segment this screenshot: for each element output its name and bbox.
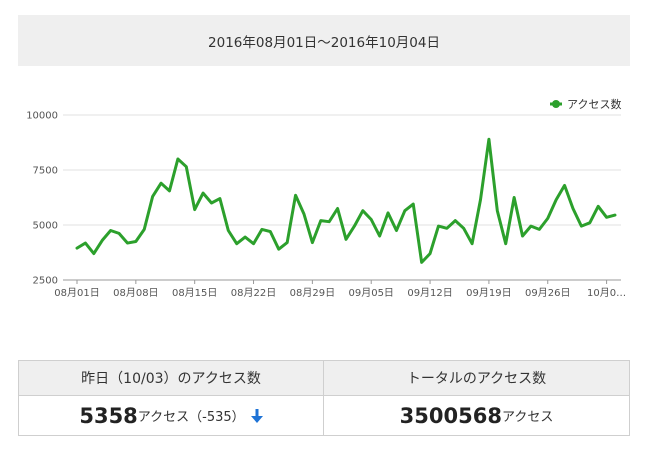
date-range-header: 2016年08月01日〜2016年10月04日: [18, 15, 630, 66]
y-tick-label: 7500: [33, 166, 58, 177]
access-line-chart: 2500 5000 7500 10000 08月01日 08月08日 08月15日 08月2…: [26, 98, 626, 299]
legend: アクセス数: [550, 98, 621, 111]
x-tick-label: 08月08日: [113, 287, 158, 299]
total-value-cell: 3500568 アクセス: [324, 396, 629, 435]
total-header: トータルのアクセス数: [324, 361, 629, 396]
yesterday-header-label: 昨日（10/03）のアクセス数: [81, 371, 261, 387]
y-tick-label: 2500: [33, 276, 58, 287]
y-tick-label: 10000: [26, 111, 58, 122]
yesterday-value-cell: 5358 アクセス（-535）: [19, 396, 324, 435]
y-axis-ticks: 2500 5000 7500 10000: [26, 111, 58, 287]
x-axis-ticks: 08月01日 08月08日 08月15日 08月22日 08月29日 09月05日 09月1…: [54, 280, 626, 299]
x-tick-label: 08月15日: [172, 287, 217, 299]
x-tick-label: 09月05日: [348, 287, 393, 299]
legend-marker: [552, 100, 560, 108]
y-tick-label: 5000: [33, 221, 58, 232]
total-unit: アクセス: [501, 410, 554, 425]
legend-label: アクセス数: [567, 98, 621, 111]
yesterday-count: 5358: [79, 403, 138, 428]
x-tick-label: 09月12日: [407, 287, 452, 299]
x-tick-label: 08月22日: [231, 287, 276, 299]
arrow-down-icon: [250, 408, 263, 423]
x-tick-label: 08月29日: [290, 287, 335, 299]
x-tick-label: 10月0…: [587, 287, 626, 299]
x-tick-label: 08月01日: [54, 287, 99, 299]
total-header-label: トータルのアクセス数: [406, 371, 547, 387]
yesterday-unit: アクセス（-535）: [137, 410, 245, 425]
grid-lines: [63, 114, 621, 226]
yesterday-header: 昨日（10/03）のアクセス数: [19, 361, 324, 396]
x-tick-label: 09月19日: [466, 287, 511, 299]
x-tick-label: 09月26日: [525, 287, 570, 299]
date-range-text: 2016年08月01日〜2016年10月04日: [208, 34, 440, 51]
total-count: 3500568: [399, 403, 502, 428]
series-line-access: [75, 137, 617, 264]
stats-table: 昨日（10/03）のアクセス数 トータルのアクセス数 5358 アクセス（-53…: [18, 360, 630, 436]
